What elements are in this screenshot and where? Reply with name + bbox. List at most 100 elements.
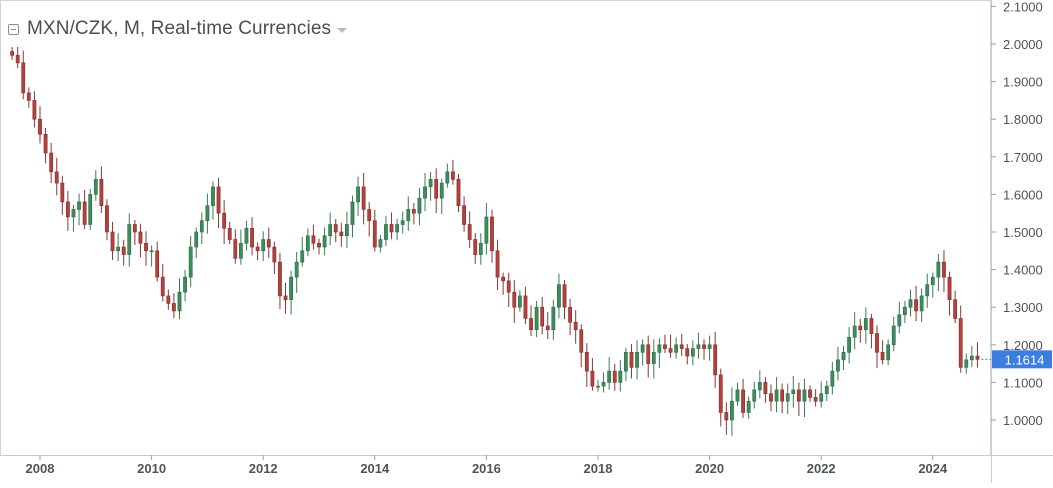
candle (188, 235, 193, 288)
candle (250, 217, 254, 256)
candle-body (562, 284, 567, 308)
candle (93, 170, 98, 201)
collapse-toggle-icon[interactable] (8, 23, 19, 35)
candle-body (757, 382, 762, 391)
candle (702, 339, 706, 360)
candle (451, 159, 455, 185)
candle-body (942, 261, 946, 278)
candle-body (908, 299, 913, 308)
candle-body (663, 344, 667, 349)
candle-body (434, 179, 439, 199)
candle (774, 376, 779, 413)
candle (802, 378, 807, 417)
candle-body (584, 352, 589, 372)
candle (690, 340, 695, 366)
candle-body (132, 224, 137, 233)
candle-body (395, 224, 400, 233)
y-tick-label: 1.8000 (1003, 112, 1043, 127)
candle (155, 241, 160, 282)
candle-body (21, 62, 26, 94)
candle (38, 106, 42, 144)
candle (730, 387, 734, 436)
candle (66, 190, 70, 231)
candle (211, 181, 215, 220)
candle (177, 278, 182, 320)
title-dropdown-caret-icon[interactable] (337, 27, 348, 33)
candle-body (110, 231, 115, 252)
candle-body (841, 352, 846, 361)
candle (651, 339, 656, 379)
candle (757, 370, 762, 399)
candle (166, 289, 171, 310)
candle (344, 211, 349, 248)
candle-body (802, 389, 807, 402)
candle-body (674, 344, 679, 353)
candle-body (300, 250, 305, 263)
candle (172, 293, 176, 319)
candle-body (690, 348, 695, 357)
x-tick-label: 2016 (472, 461, 501, 476)
candle (568, 298, 573, 336)
candle (82, 189, 87, 229)
candle (21, 50, 26, 100)
candle-body (540, 306, 545, 327)
candle-body (272, 246, 277, 263)
candle (478, 233, 483, 265)
candle-body (88, 194, 93, 225)
candle (674, 337, 679, 359)
candle (467, 211, 472, 248)
candle (819, 381, 824, 408)
candle-body (445, 171, 450, 184)
candle-body (462, 205, 466, 225)
candle-body (105, 205, 109, 233)
candle (278, 252, 282, 309)
candle-body (836, 359, 840, 372)
candle (657, 338, 662, 369)
candle-body (400, 220, 405, 225)
candle-body (568, 306, 573, 323)
candle (813, 389, 818, 407)
candle (836, 346, 840, 381)
candle-body (384, 224, 388, 240)
candle (199, 212, 204, 245)
candle (244, 220, 249, 251)
candle (947, 271, 952, 316)
candle-body (869, 318, 874, 334)
candle-body (406, 209, 411, 222)
candle-body (172, 303, 176, 312)
candle (473, 233, 478, 264)
candle (294, 251, 299, 293)
candle-body (596, 385, 600, 388)
candle (272, 241, 277, 275)
candle-body (367, 209, 372, 222)
candle-body (875, 333, 879, 353)
candle-body (149, 250, 154, 253)
x-tick-label: 2008 (26, 461, 55, 476)
candle-body (696, 344, 701, 349)
y-tick-label: 1.3000 (1003, 300, 1043, 315)
candle-body (38, 118, 42, 135)
candle (914, 285, 918, 322)
candle-body (958, 318, 963, 368)
candle-body (880, 352, 885, 361)
candle-body (155, 250, 160, 278)
candle-body (769, 393, 773, 402)
candle-body (679, 344, 684, 349)
candle-body (752, 389, 757, 402)
candle-body (378, 239, 383, 248)
candle (780, 383, 785, 414)
candle (942, 250, 946, 292)
candle-body (456, 179, 461, 206)
candle-body (289, 276, 294, 300)
candle (110, 221, 115, 261)
candle (618, 360, 623, 392)
candle-body (344, 224, 349, 237)
candle (512, 280, 517, 323)
candle-body (612, 370, 617, 383)
candle-body (372, 220, 377, 248)
candle-body (361, 186, 366, 210)
candle (389, 212, 394, 240)
candle-body (668, 348, 673, 353)
candle-body (238, 242, 243, 259)
